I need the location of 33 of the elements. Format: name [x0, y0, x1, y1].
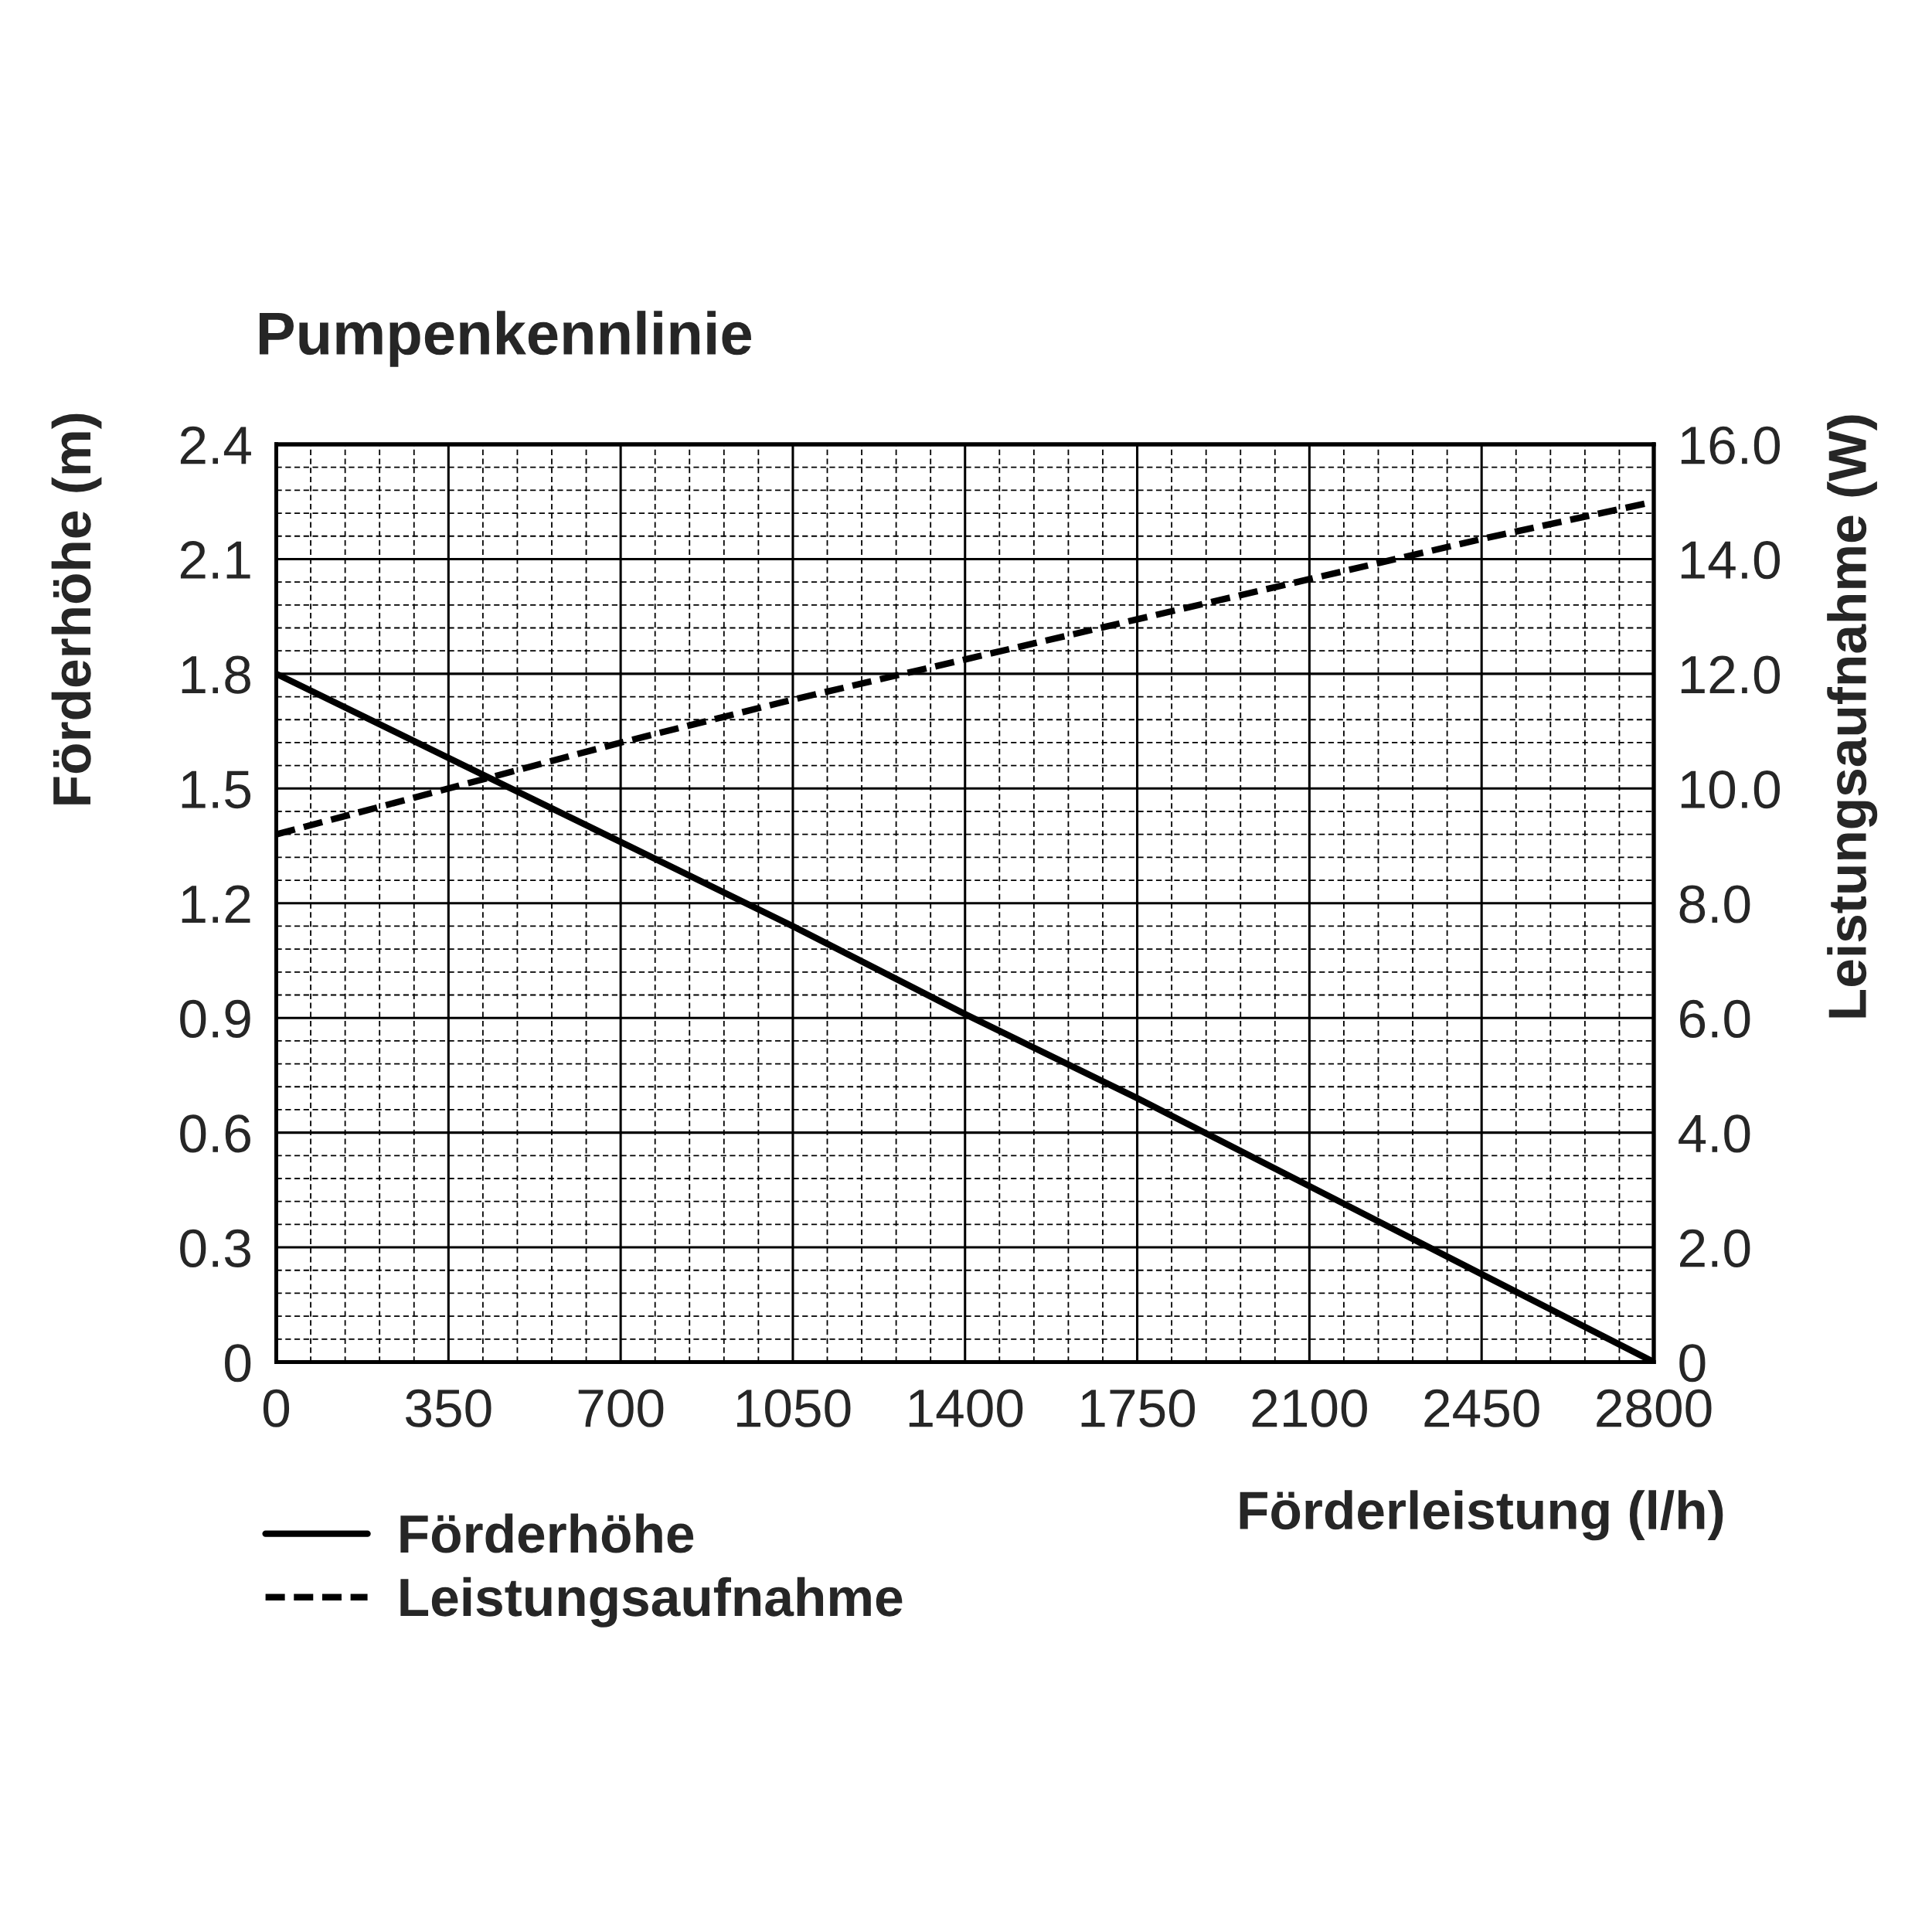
y2-tick-label: 2.0: [1680, 1229, 1750, 1267]
y2-tick-label: 8.0: [1679, 885, 1750, 923]
chart-title: Pumpenkennlinie: [259, 311, 752, 367]
y2-tick-label: 10.0: [1681, 770, 1780, 809]
x-tick-label: 1750: [1081, 1389, 1196, 1427]
y2-tick-label: 12.0: [1681, 655, 1780, 694]
y2-tick-label: 14.0: [1681, 541, 1780, 580]
y2-axis-title: Leistungsaufnahme (W): [1827, 415, 1878, 1018]
y2-tick-label: 16.0: [1681, 426, 1780, 464]
y-tick-label: 0: [225, 1344, 251, 1383]
y-tick-label: 1.8: [182, 655, 250, 694]
x-tick-label: 1050: [737, 1389, 851, 1427]
y2-tick-label: 4.0: [1679, 1114, 1750, 1153]
y-tick-label: 0.9: [180, 999, 250, 1039]
x-tick-label: 0: [263, 1389, 290, 1427]
y2-tick-label: 0: [1679, 1344, 1706, 1383]
y-tick-label: 0.6: [180, 1114, 250, 1153]
legend-label: Leistungsaufnahme: [400, 1577, 903, 1628]
x-tick-label: 700: [578, 1389, 664, 1427]
y-tick-label: 2.1: [180, 541, 250, 579]
y-axis-title: Förderhöhe (m): [51, 413, 102, 804]
legend-label: Förderhöhe: [400, 1513, 694, 1553]
x-tick-label: 2800: [1597, 1389, 1712, 1427]
x-axis-title: Förderleistung (l/h): [1240, 1490, 1723, 1541]
x-tick-label: 2450: [1424, 1389, 1539, 1427]
y-tick-label: 1.5: [182, 770, 251, 809]
x-tick-label: 2100: [1252, 1389, 1367, 1427]
y-tick-label: 2.4: [180, 426, 251, 464]
y2-tick-label: 6.0: [1680, 999, 1750, 1039]
y-tick-label: 1.2: [182, 885, 250, 923]
y-tick-label: 0.3: [180, 1229, 250, 1267]
x-tick-label: 350: [406, 1389, 492, 1427]
x-tick-label: 1400: [909, 1389, 1023, 1427]
